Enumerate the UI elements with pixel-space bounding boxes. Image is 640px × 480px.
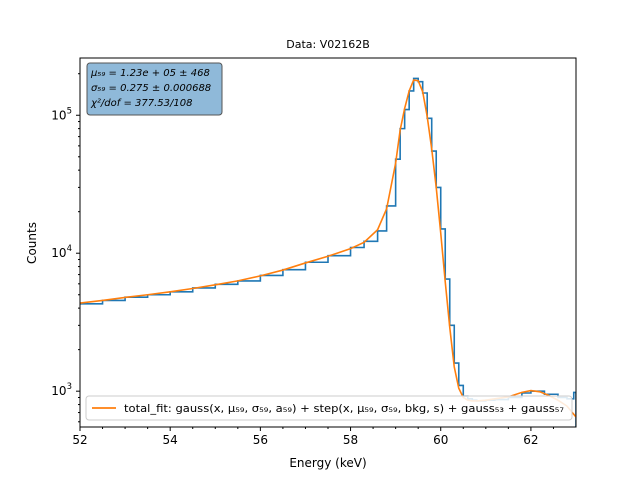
y-tick-label: 105: [51, 106, 72, 122]
legend-label: total_fit: gauss(x, μ₅₉, σ₅₉, a₅₉) + ste…: [124, 403, 564, 415]
x-tick-label: 52: [72, 433, 87, 447]
y-tick-label: 103: [51, 382, 72, 398]
data-group: [80, 77, 576, 427]
stats-line: χ²/dof = 377.53/108: [90, 98, 192, 109]
stats-line: σ₅₉ = 0.275 ± 0.000688: [91, 83, 211, 94]
stats-box: [86, 62, 223, 116]
chart-title: Data: V02162B: [286, 38, 370, 51]
x-tick-label: 56: [253, 433, 268, 447]
stats-line: μ₅₉ = 1.23e + 05 ± 468: [90, 68, 210, 79]
y-axis-label: Counts: [25, 222, 39, 264]
legend-box: [85, 395, 573, 421]
x-tick-label: 62: [523, 433, 538, 447]
histogram-series: [80, 77, 576, 427]
x-tick-label: 60: [433, 433, 448, 447]
y-tick-label: 104: [51, 244, 72, 260]
y-tick-exponent: 5: [67, 106, 72, 116]
fit-series: [80, 79, 576, 418]
x-tick-label: 58: [343, 433, 358, 447]
x-axis-label: Energy (keV): [289, 456, 366, 470]
x-tick-label: 54: [163, 433, 178, 447]
y-tick-exponent: 4: [67, 244, 72, 254]
y-tick-exponent: 3: [67, 382, 72, 392]
